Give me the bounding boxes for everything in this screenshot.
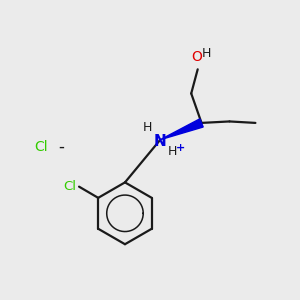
Polygon shape	[160, 119, 203, 140]
Text: Cl: Cl	[34, 140, 48, 154]
Text: H: H	[201, 47, 211, 60]
Text: O: O	[191, 50, 202, 64]
Text: Cl: Cl	[64, 180, 77, 193]
Text: H: H	[168, 145, 177, 158]
Text: +: +	[176, 143, 185, 153]
Text: -: -	[59, 138, 64, 156]
Text: H: H	[142, 121, 152, 134]
Text: N: N	[154, 134, 167, 149]
